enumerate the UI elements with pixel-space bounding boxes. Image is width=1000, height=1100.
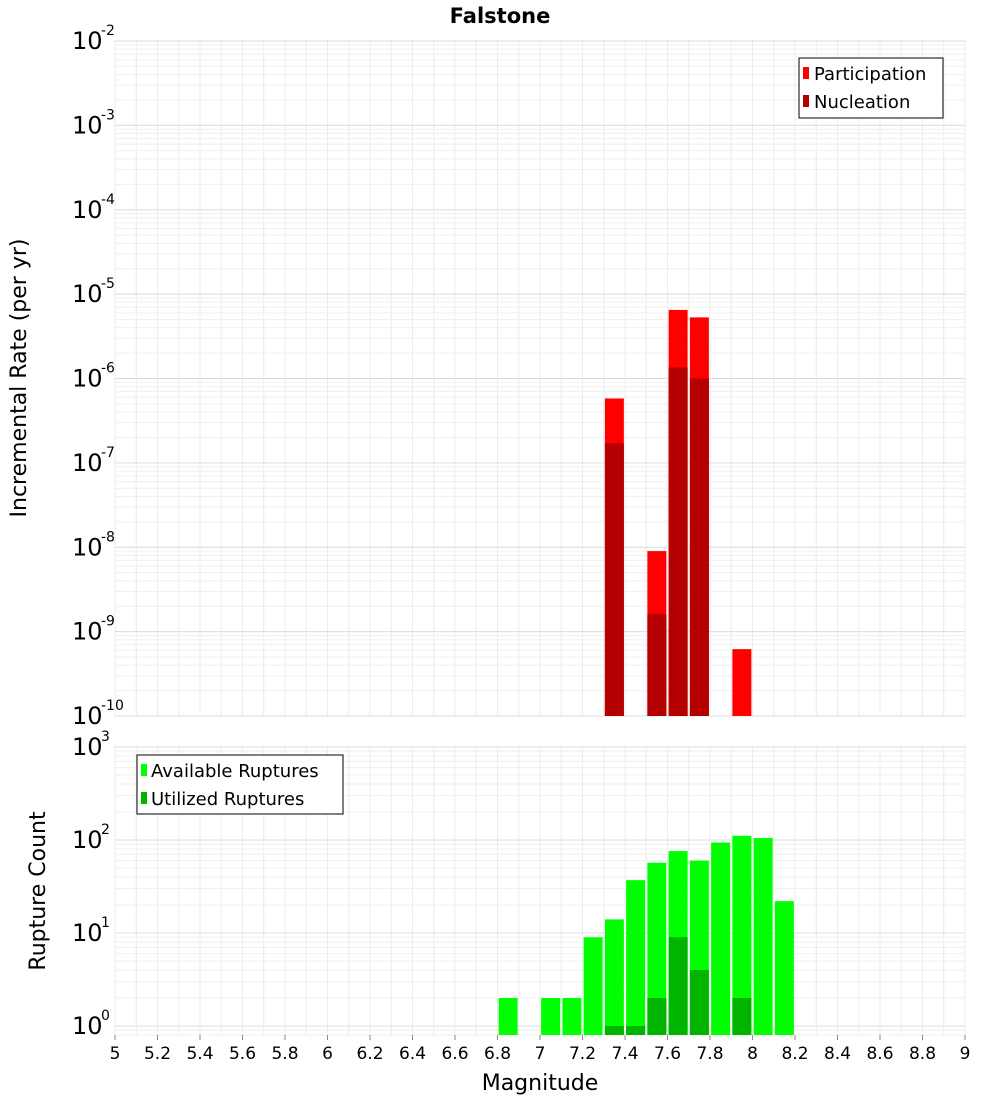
- top-y-tick-label: 10: [72, 702, 103, 730]
- bottom-y-tick-exponent: 2: [101, 822, 110, 838]
- count-bar-utilized-ruptures: [689, 969, 709, 1035]
- count-bar-utilized-ruptures: [626, 1025, 646, 1035]
- count-bar-utilized-ruptures: [647, 997, 667, 1035]
- top-y-tick-exponent: -6: [101, 361, 115, 377]
- legend-label-participation: Participation: [814, 64, 926, 85]
- top-legend: Participation Nucleation: [798, 57, 944, 119]
- bottom-y-axis-label: Rupture Count: [26, 811, 51, 971]
- legend-swatch-available-ruptures: [141, 764, 147, 776]
- bottom-y-tick-exponent: 3: [101, 729, 110, 745]
- top-y-tick-exponent: -2: [101, 23, 115, 39]
- top-grid: [114, 40, 966, 717]
- legend-swatch-utilized-ruptures: [141, 792, 147, 804]
- x-tick-label: 7.4: [611, 1044, 638, 1064]
- x-tick-label: 6.6: [441, 1044, 468, 1064]
- bottom-bars: [498, 835, 794, 1035]
- count-bar-available-ruptures: [774, 901, 794, 1035]
- count-bar-available-ruptures: [711, 842, 731, 1035]
- top-y-axis-label: Incremental Rate (per yr): [7, 239, 32, 518]
- bottom-y-tick-label: 10: [72, 733, 103, 761]
- count-bar-utilized-ruptures: [732, 997, 752, 1035]
- count-bar-available-ruptures: [753, 838, 773, 1035]
- x-tick-label: 7.8: [696, 1044, 723, 1064]
- x-tick-label: 6: [322, 1044, 333, 1064]
- count-bar-available-ruptures: [583, 937, 603, 1035]
- count-bar-available-ruptures: [562, 997, 582, 1035]
- top-y-tick-label: 10: [72, 365, 103, 393]
- chart-title: Falstone: [450, 4, 551, 28]
- top-y-tick-exponent: -9: [101, 614, 115, 630]
- legend-swatch-participation: [803, 67, 809, 79]
- bottom-legend: Available Ruptures Utilized Ruptures: [136, 754, 344, 815]
- legend-swatch-nucleation: [803, 95, 809, 107]
- count-bar-available-ruptures: [626, 880, 646, 1035]
- x-tick-label: 5.4: [186, 1044, 213, 1064]
- top-bars: [604, 309, 752, 716]
- top-legend-box: [798, 57, 944, 119]
- bottom-y-tick-label: 10: [72, 1012, 103, 1040]
- count-bar-available-ruptures: [732, 835, 752, 1035]
- rate-bar-nucleation: [604, 443, 624, 716]
- bottom-legend-box: [136, 754, 344, 815]
- x-tick-label: 7.6: [654, 1044, 681, 1064]
- x-tick-label: 9: [960, 1044, 971, 1064]
- top-y-tick-label: 10: [72, 111, 103, 139]
- top-y-tick-exponent: -10: [101, 698, 124, 714]
- rate-bar-nucleation: [689, 378, 709, 716]
- x-tick-label: 5.8: [271, 1044, 298, 1064]
- x-tick-label: 5: [110, 1044, 121, 1064]
- x-tick-label: 8.6: [866, 1044, 893, 1064]
- x-tick-label: 5.2: [144, 1044, 171, 1064]
- count-bar-available-ruptures: [604, 919, 624, 1035]
- top-y-tick-label: 10: [72, 27, 103, 55]
- x-tick-label: 6.2: [356, 1044, 383, 1064]
- legend-label-available-ruptures: Available Ruptures: [151, 761, 319, 782]
- x-tick-label: 8.8: [909, 1044, 936, 1064]
- x-ticks: 5 5.2 5.4 5.6 5.8 6 6.2 6.4 6.6 6.8 7 7.2 7.4 7.6 7.8 8…: [110, 1035, 971, 1064]
- bottom-y-tick-exponent: 0: [101, 1008, 110, 1024]
- top-y-tick-exponent: -4: [101, 192, 115, 208]
- x-tick-label: 7.2: [569, 1044, 596, 1064]
- rate-bar-nucleation: [647, 614, 667, 716]
- top-y-tick-exponent: -7: [101, 445, 115, 461]
- top-y-tick-exponent: -3: [101, 107, 115, 123]
- top-y-tick-label: 10: [72, 196, 103, 224]
- count-bar-utilized-ruptures: [604, 1025, 624, 1035]
- count-bar-utilized-ruptures: [668, 937, 688, 1035]
- rate-bar-nucleation: [668, 367, 688, 716]
- x-tick-label: 6.4: [399, 1044, 426, 1064]
- legend-label-nucleation: Nucleation: [814, 92, 910, 113]
- rate-bar-participation: [732, 649, 752, 716]
- top-y-tick-label: 10: [72, 449, 103, 477]
- bottom-y-tick-exponent: 1: [101, 915, 110, 931]
- top-y-tick-label: 10: [72, 280, 103, 308]
- x-tick-label: 8: [747, 1044, 758, 1064]
- top-y-tick-label: 10: [72, 533, 103, 561]
- count-bar-available-ruptures: [647, 862, 667, 1035]
- x-tick-label: 5.6: [229, 1044, 256, 1064]
- count-bar-available-ruptures: [541, 997, 561, 1035]
- x-tick-label: 8.4: [824, 1044, 851, 1064]
- top-y-tick-exponent: -8: [101, 529, 115, 545]
- top-y-tick-exponent: -5: [101, 276, 115, 292]
- x-axis-label: Magnitude: [482, 1071, 599, 1096]
- x-tick-label: 6.8: [484, 1044, 511, 1064]
- bottom-y-tick-label: 10: [72, 919, 103, 947]
- top-y-tick-label: 10: [72, 618, 103, 646]
- count-bar-available-ruptures: [498, 997, 518, 1035]
- legend-label-utilized-ruptures: Utilized Ruptures: [151, 789, 304, 810]
- x-tick-label: 8.2: [781, 1044, 808, 1064]
- x-tick-label: 7: [535, 1044, 546, 1064]
- bottom-y-tick-label: 10: [72, 826, 103, 854]
